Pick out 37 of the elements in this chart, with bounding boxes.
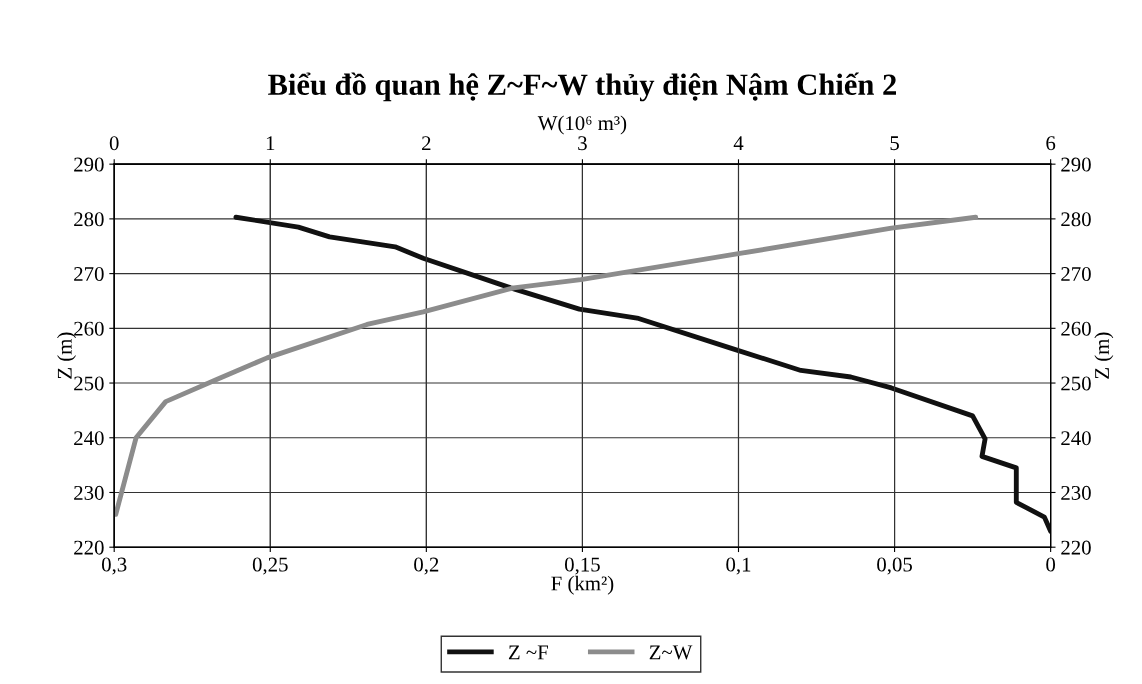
x2-tick-label: 6 bbox=[1046, 136, 1056, 151]
line-series bbox=[233, 214, 1051, 534]
x-tick-label: 0,3 bbox=[101, 557, 127, 575]
y-tick-label: 270 bbox=[74, 266, 104, 282]
y2-tick-label: 280 bbox=[1061, 212, 1091, 227]
x-tick-label: 0,25 bbox=[252, 557, 288, 575]
chart-title: Biểu đồ quan hệ Z~F~W thủy điện Nậm Chiến 2 bbox=[268, 72, 896, 102]
legend-label: Z ~F bbox=[508, 645, 548, 660]
y-tick-label: 260 bbox=[74, 321, 104, 336]
y2-tick-label: 260 bbox=[1061, 321, 1091, 336]
x2-tick-label: 4 bbox=[733, 136, 744, 150]
x2-tick-label: 0 bbox=[109, 136, 119, 151]
y-tick-label: 240 bbox=[74, 431, 104, 446]
x2-tick-label: 2 bbox=[422, 136, 431, 150]
x2-tick-label: 5 bbox=[890, 136, 899, 151]
x2-tick-label: 3 bbox=[578, 136, 587, 151]
legend-label: Z~W bbox=[649, 645, 693, 660]
y2-axis-title: Z (m) bbox=[1094, 332, 1114, 379]
y2-tick-label: 290 bbox=[1061, 157, 1091, 172]
x2-tick-label: 1 bbox=[266, 136, 275, 150]
y-tick-label: 280 bbox=[74, 212, 104, 227]
x-tick-label: 0,05 bbox=[877, 557, 912, 575]
y2-tick-label: 240 bbox=[1061, 431, 1091, 446]
y2-tick-label: 230 bbox=[1061, 485, 1091, 500]
y-tick-label: 230 bbox=[74, 485, 104, 500]
x-tick-label: 0,15 bbox=[564, 557, 600, 575]
y-tick-label: 220 bbox=[74, 540, 104, 555]
x2-axis-title: W(10⁶ m³) bbox=[537, 115, 627, 135]
y-tick-label: 290 bbox=[74, 157, 104, 172]
x-tick-label: 0 bbox=[1046, 557, 1056, 572]
x-axis-title: F (km²) bbox=[551, 575, 614, 595]
y2-tick-label: 270 bbox=[1061, 266, 1091, 282]
y-tick-label: 250 bbox=[74, 376, 104, 391]
x-tick-label: 0,1 bbox=[726, 557, 751, 575]
y2-tick-label: 220 bbox=[1061, 540, 1091, 555]
x-tick-label: 0,2 bbox=[414, 557, 439, 575]
y2-tick-label: 250 bbox=[1061, 376, 1091, 391]
